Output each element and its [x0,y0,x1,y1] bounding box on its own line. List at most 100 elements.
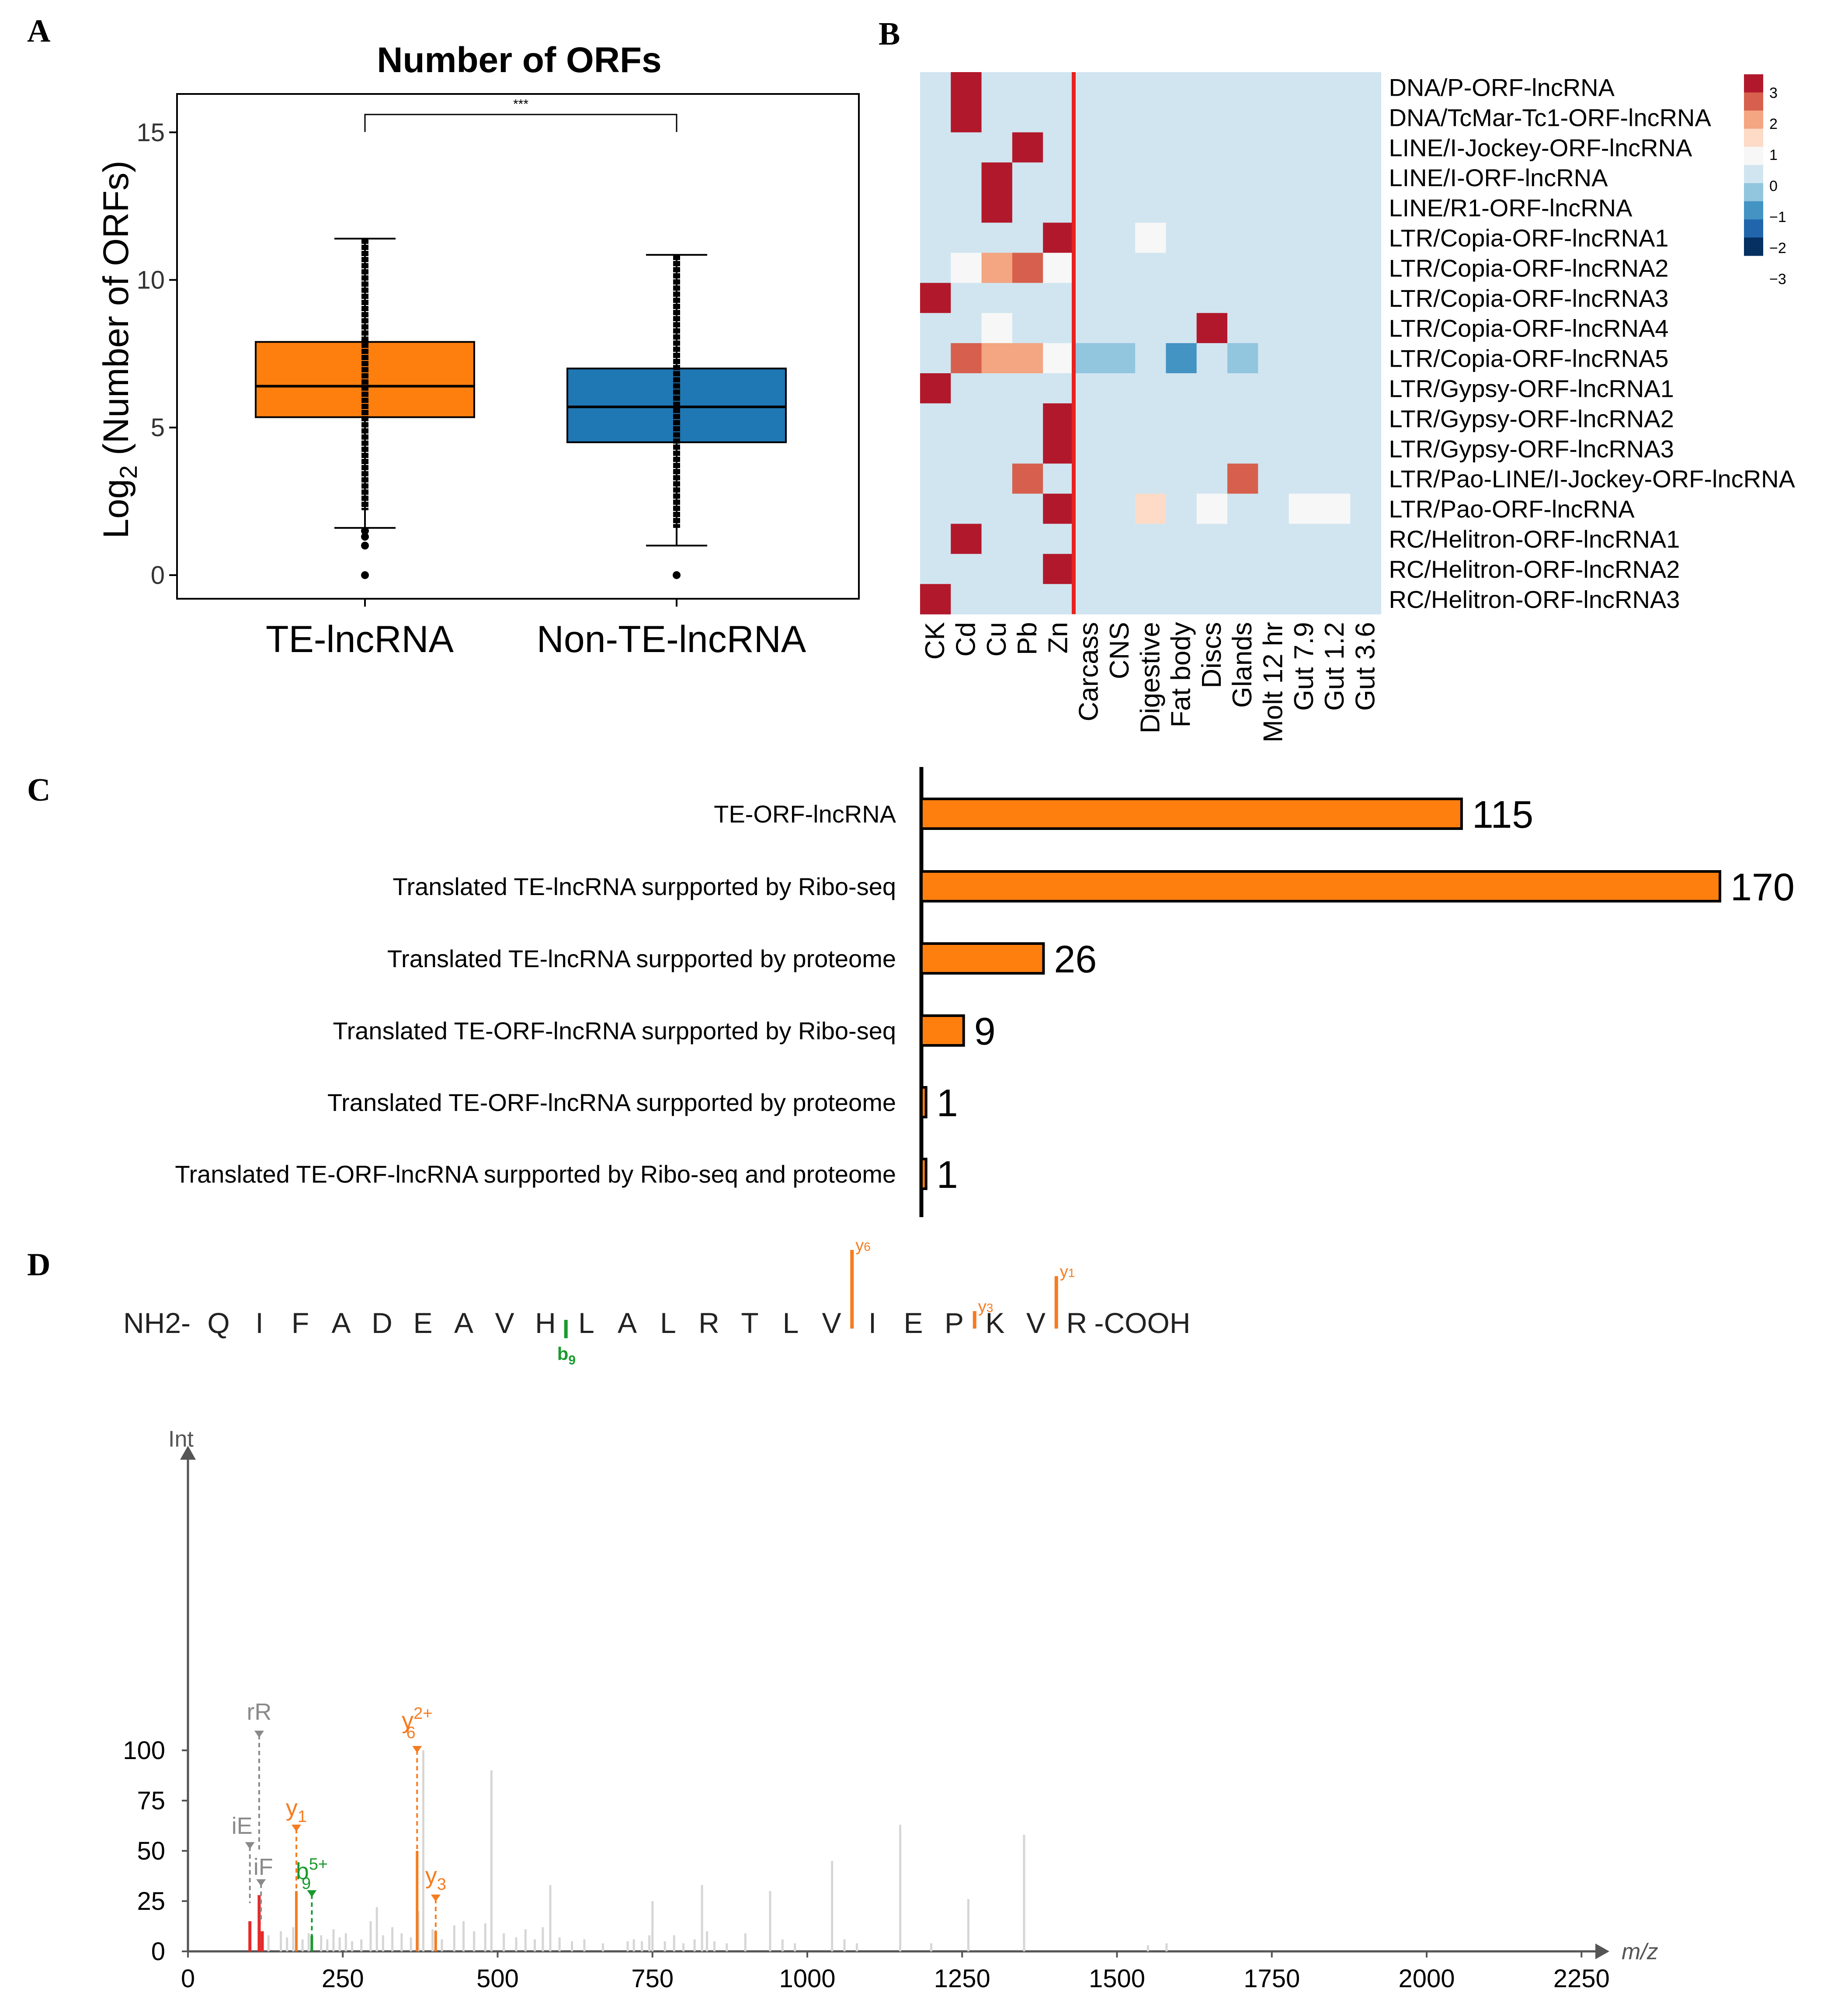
heatmap-cell [1319,463,1351,494]
heatmap-cell [1350,554,1382,584]
bar-value-label: 9 [974,1010,996,1053]
heatmap-col-label: Glands [1227,622,1257,708]
heatmap-cell [1258,493,1289,524]
x-tick-label: TE-lncRNA [266,618,454,660]
heatmap-cell [1350,403,1382,434]
heatmap-cell [1135,373,1166,404]
heatmap-cell [1012,72,1043,103]
heatmap-cell [1289,554,1320,584]
heatmap-cell [1350,72,1382,103]
heatmap-cell [1227,373,1258,404]
heatmap-cell [1135,433,1166,464]
heatmap-cell [981,72,1013,103]
heatmap-cell [1319,162,1351,193]
heatmap-cell [981,253,1013,283]
spectrum-x-tick-label: 500 [476,1964,519,1993]
heatmap-cell [1258,102,1289,133]
heatmap-cell [1319,132,1351,163]
heatmap-cell [1227,72,1258,103]
heatmap-cell [920,192,951,223]
legend-tick-label: 1 [1769,147,1778,163]
legend-color-step [1744,165,1763,184]
heatmap-cell [951,102,982,133]
heatmap-cell [1166,192,1197,223]
heatmap-cell [1166,313,1197,344]
heatmap-cell [1012,132,1043,163]
significance-bracket [364,114,677,132]
heatmap-cell [1043,283,1074,313]
heatmap-col-label: Gut 7.9 [1289,622,1319,711]
peptide-residue: R [1066,1307,1087,1339]
bar [920,1014,965,1047]
heatmap-cell [1258,403,1289,434]
heatmap-cell [1073,72,1105,103]
heatmap-cell [1012,554,1043,584]
heatmap-cell [951,283,982,313]
spectrum-y-tick-label: 50 [137,1837,165,1865]
heatmap-cell [1073,433,1105,464]
heatmap-cell [1196,403,1228,434]
heatmap-cell [1012,102,1043,133]
boxplot-ylabel: Log2 (Number of ORFs) [96,160,142,538]
peptide-residue: T [741,1307,758,1339]
heatmap-cell [1258,253,1289,283]
heatmap-cell [951,493,982,524]
heatmap-cell [920,72,951,103]
y-tick-label: 5 [151,413,165,442]
bar [920,798,1463,830]
heatmap-row-label: LTR/Gypsy-ORF-lncRNA1 [1389,375,1674,402]
heatmap-cell [1012,433,1043,464]
bar [920,870,1721,902]
heatmap-cell [1043,132,1074,163]
heatmap-cell [1350,102,1382,133]
heatmap-cell [1350,524,1382,554]
heatmap-cell [920,313,951,344]
annotation-pointer-icon [307,1890,317,1897]
bar-value-label: 26 [1054,937,1097,981]
heatmap-cell [1289,373,1320,404]
spectrum-x-tick-label: 1000 [779,1964,835,1993]
heatmap-cell [1012,493,1043,524]
heatmap-cell [1289,343,1320,374]
heatmap-cell [1196,433,1228,464]
heatmap-row-label: LTR/Gypsy-ORF-lncRNA3 [1389,435,1674,462]
heatmap-cell [1104,102,1136,133]
heatmap-col-label: Discs [1197,622,1227,688]
heatmap-cell [1196,584,1228,614]
heatmap-cell [1043,343,1074,374]
heatmap-cell [1073,192,1105,223]
heatmap-cell [920,554,951,584]
heatmap-cell [981,102,1013,133]
heatmap-cell [981,132,1013,163]
annotation-label: rR [247,1699,271,1725]
heatmap-cell [920,102,951,133]
heatmap-cell [1135,584,1166,614]
legend-tick-label: −2 [1769,240,1786,257]
heatmap-cell [1135,102,1166,133]
heatmap-cell [1135,313,1166,344]
heatmap-cell [1043,493,1074,524]
heatmap-cell [1135,162,1166,193]
legend-color-step [1744,92,1763,111]
heatmap-row-label: LTR/Pao-LINE/I-Jockey-ORF-lncRNA [1389,465,1796,493]
heatmap-cell [920,132,951,163]
heatmap-cell [951,72,982,103]
heatmap-cell [1073,283,1105,313]
peptide-residue: I [255,1307,263,1339]
heatmap-cell [1104,343,1136,374]
peptide-residue: F [292,1307,309,1339]
ylabel-sub: 2 [115,465,142,479]
heatmap-cell [1227,283,1258,313]
heatmap-cell [981,554,1013,584]
heatmap-cell [1227,313,1258,344]
peptide-residue: V [1026,1307,1046,1339]
heatmap-cell [1196,162,1228,193]
heatmap-cell [951,463,982,494]
b-ion-label: b9 [557,1343,576,1367]
heatmap-row-label: LTR/Copia-ORF-lncRNA5 [1389,345,1669,372]
barchart-panel: TE-ORF-lncRNA 115 Translated TE-lncRNA sur… [175,767,1795,1217]
peptide-residue: L [660,1307,676,1339]
peptide-residue: H [535,1307,556,1339]
heatmap-cell [1073,162,1105,193]
